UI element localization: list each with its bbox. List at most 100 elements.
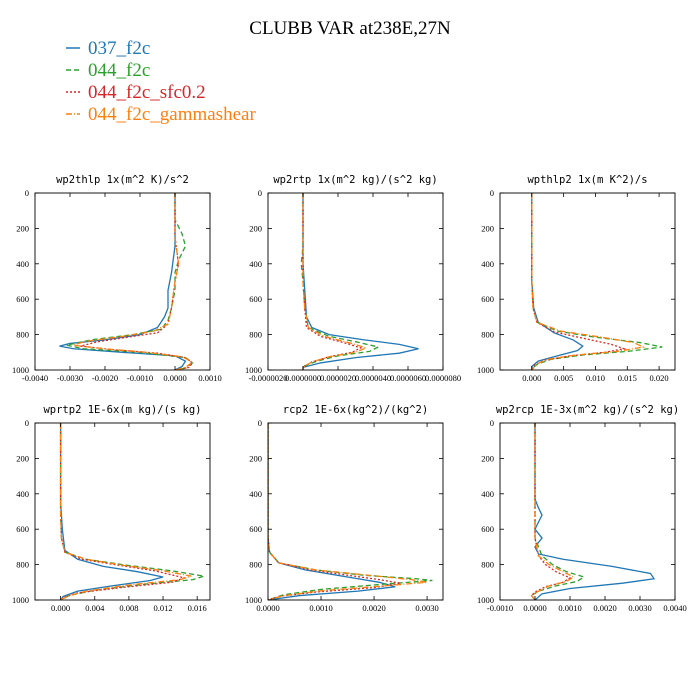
y-tick-label: 400 [16,259,29,269]
series-line [268,423,396,600]
x-tick-label: 0.000 [51,603,70,613]
x-tick-label: 0.0000 [163,373,186,383]
series-line [530,423,575,600]
plot-frame [267,422,444,601]
x-tick-label: 0.0010 [309,603,332,613]
y-tick-label: 200 [16,453,29,463]
panel: wp2rcp 1E-3x(m^2 kg)/(s^2 kg)0 200 400 600 8… [477,404,687,613]
panel: wprtp2 1E-6x(m kg)/(s kg) 0 200 400 600 800 10… [12,404,211,613]
series-line [534,423,656,600]
x-tick-label: 0.0010 [558,603,581,613]
x-tick-label: 0.0020 [362,603,385,613]
legend-item: 044_f2c_gammashear [66,104,256,125]
series-line [268,423,433,600]
series-line [268,423,428,600]
x-tick-label: 0.004 [85,603,105,613]
series-group [531,193,663,370]
y-tick-label: 200 [249,453,262,463]
x-tick-label: 0.0020 [593,603,616,613]
series-group [300,193,419,370]
x-tick-label: 0.0000060 [390,373,426,383]
series-line [59,423,205,600]
x-tick-label: 0.010 [586,373,605,383]
panel: rcp2 1E-6x(kg^2)/(kg^2) 0 200 400 600 800 1000… [245,404,444,613]
series-line [300,193,381,370]
x-tick-label: 0.0030 [628,603,651,613]
panel: wpthlp2 1x(m K^2)/s 0 200 400 600 800 1000 0.00… [477,174,676,383]
y-tick-label: 200 [481,223,494,233]
x-tick-label: 0.016 [188,603,207,613]
y-tick-label: 1000 [477,365,494,375]
y-tick-label: 0 [25,188,29,198]
series-line [530,423,586,600]
x-tick-label: -0.0040 [22,373,48,383]
series-line [531,193,646,370]
y-tick-label: 400 [249,259,262,269]
x-tick-label: 0.0000000 [285,373,321,383]
panel-title: rcp2 1E-6x(kg^2)/(kg^2) [283,404,428,416]
x-tick-label: 0.005 [554,373,573,383]
y-tick-label: 800 [249,560,262,570]
y-tick-label: 800 [481,330,494,340]
x-tick-label: -0.0020 [92,373,118,383]
series-line [268,423,401,600]
y-tick-label: 600 [249,524,262,534]
series-group [268,423,433,600]
y-tick-label: 1000 [245,595,262,605]
x-tick-label: 0.0030 [415,603,438,613]
series-line [302,193,419,370]
panel: wp2thlp 1x(m^2 K)/s^202004006008001000-0… [12,174,222,383]
x-tick-label: 0.000 [522,373,541,383]
y-tick-label: 600 [16,294,29,304]
legend-label: 044_f2c_sfc0.2 [88,82,206,103]
x-tick-label: 0.020 [650,373,669,383]
y-tick-label: 1000 [12,365,29,375]
y-tick-label: 1000 [12,595,29,605]
y-tick-label: 0 [25,418,29,428]
y-tick-label: 200 [481,453,494,463]
series-line [66,193,194,370]
y-tick-label: 600 [481,294,494,304]
legend-item: 044_f2c [66,60,150,81]
plot-frame [34,192,211,371]
series-group [530,423,656,600]
legend-label: 044_f2c [88,60,150,81]
y-tick-label: 800 [16,560,29,570]
y-tick-label: 600 [16,524,29,534]
y-tick-label: 1000 [477,595,494,605]
legend-item: 037_f2c [66,38,150,59]
x-tick-label: 0.0040 [663,603,686,613]
y-tick-label: 0 [258,188,262,198]
x-tick-label: 0.008 [119,603,138,613]
x-tick-label: -0.0000020 [249,373,288,383]
series-line [73,193,194,370]
plot-frame [267,192,444,371]
x-tick-label: 0.012 [153,603,172,613]
x-tick-label: 0.0000040 [355,373,391,383]
y-tick-label: 800 [481,560,494,570]
series-group [59,423,205,600]
y-tick-label: 800 [249,330,262,340]
y-tick-label: 800 [16,330,29,340]
panel-title: wp2rtp 1x(m^2 kg)/(s^2 kg) [273,174,437,186]
panels: wp2thlp 1x(m^2 K)/s^202004006008001000-0… [12,174,687,613]
y-tick-label: 400 [481,489,494,499]
series-line [59,423,192,600]
series-line [530,423,572,600]
panel: wp2rtp 1x(m^2 kg)/(s^2 kg) 0 200 400 600 800 1… [245,174,461,383]
y-tick-label: 400 [249,489,262,499]
y-tick-label: 600 [481,524,494,534]
series-line [59,423,164,600]
plot-frame [34,422,211,601]
x-tick-label: -0.0010 [487,603,513,613]
y-tick-label: 0 [490,418,494,428]
figure-title: CLUBB VAR at238E,27N [249,18,451,39]
y-tick-label: 200 [16,223,29,233]
y-tick-label: 400 [481,259,494,269]
y-tick-label: 400 [16,489,29,499]
y-tick-label: 0 [258,418,262,428]
series-line [59,423,187,600]
series-line [531,193,663,370]
y-tick-label: 600 [249,294,262,304]
